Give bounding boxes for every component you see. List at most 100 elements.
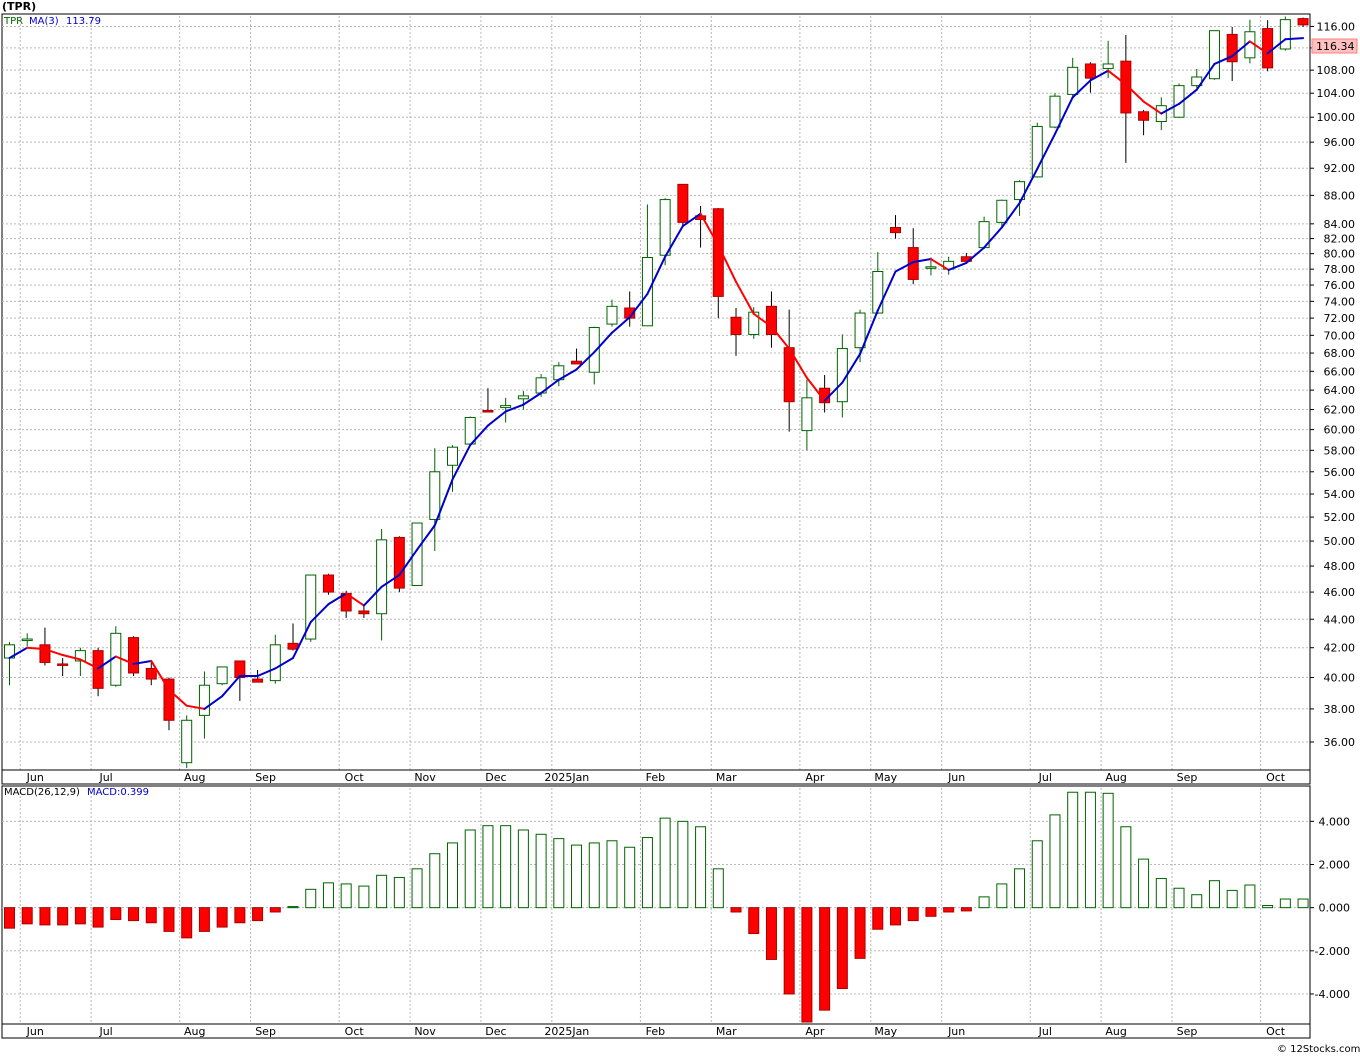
candle — [429, 448, 441, 551]
price-tick-label: 100.00 — [1317, 111, 1356, 124]
ma3-segment — [43, 648, 64, 657]
macd-bar — [39, 907, 51, 926]
legend-ma-label: MA(3) — [29, 16, 59, 27]
macd-bar — [783, 907, 795, 995]
ma3-segment — [309, 603, 330, 624]
candle — [996, 199, 1008, 228]
ma3-segment — [593, 331, 613, 354]
macd-bar — [1138, 858, 1150, 909]
candle-body — [1049, 95, 1061, 128]
candle-body — [588, 327, 600, 373]
candle-body — [252, 678, 264, 683]
chart-title: (TPR) — [2, 0, 36, 13]
macd-tick-label: 0.000 — [1319, 902, 1351, 915]
price-tick-label: 50.00 — [1324, 535, 1356, 548]
candle-body — [854, 312, 866, 349]
ma3-line — [8, 37, 1305, 710]
ma3-segment — [876, 270, 897, 312]
price-tick-label: 116.00 — [1317, 20, 1356, 33]
ma3-segment — [805, 376, 826, 402]
month-label: May — [874, 771, 897, 784]
ma3-segment — [256, 667, 277, 678]
candle — [163, 677, 175, 731]
price-tick-label: 108.00 — [1317, 64, 1356, 77]
candle-body — [606, 305, 618, 325]
candle-body — [925, 266, 937, 269]
candle-body — [198, 684, 210, 716]
macd-bar — [1120, 826, 1132, 909]
candle-body — [447, 446, 458, 466]
ma3-segment — [8, 646, 29, 659]
ma3-segment — [292, 621, 312, 659]
macd-histogram — [4, 791, 1309, 1023]
candle — [216, 666, 228, 686]
candle-body — [234, 660, 246, 679]
ma3-segment — [504, 403, 525, 413]
month-label: Sep — [255, 1025, 276, 1038]
candle-body — [128, 637, 140, 674]
ma3-segment — [1124, 83, 1145, 103]
ma3-segment — [788, 347, 808, 379]
candle — [411, 522, 423, 586]
price-tick-label: 36.00 — [1324, 736, 1356, 749]
macd-bar — [1279, 898, 1291, 909]
last-price-tag: 116.34 — [1311, 38, 1358, 54]
candle-body — [163, 678, 175, 721]
month-label: Sep — [1177, 1025, 1198, 1038]
ma3-segment — [557, 368, 578, 381]
month-label: Jul — [98, 1025, 112, 1038]
month-label: Nov — [414, 1025, 436, 1038]
price-tick-label: 88.00 — [1324, 189, 1356, 202]
ma3-segment — [1053, 96, 1074, 135]
candlestick-series — [4, 16, 1309, 768]
macd-bar — [960, 907, 972, 912]
candle-body — [1014, 181, 1026, 201]
macd-bar — [1031, 840, 1043, 909]
month-label: Sep — [255, 771, 276, 784]
ma3-segment — [912, 258, 932, 264]
macd-bar — [571, 844, 583, 909]
month-label: Feb — [646, 771, 665, 784]
candle — [181, 715, 193, 768]
candle — [57, 657, 69, 677]
ma3-segment — [97, 655, 117, 670]
ma3-segment — [1284, 37, 1305, 41]
price-tick-label: 82.00 — [1324, 233, 1356, 246]
month-label: Aug — [1105, 1025, 1126, 1038]
candle — [1297, 17, 1309, 27]
ma3-segment — [150, 659, 170, 691]
month-label: Mar — [716, 1025, 737, 1038]
candle-body — [1031, 125, 1043, 178]
candle — [269, 634, 281, 684]
ma3-segment — [26, 646, 46, 651]
macd-bar — [358, 885, 370, 909]
candle — [500, 397, 512, 423]
macd-bar — [978, 896, 990, 909]
macd-bar — [1191, 894, 1203, 909]
candle-body — [411, 522, 423, 586]
candle — [358, 605, 370, 618]
price-tick-label: 54.00 — [1324, 488, 1356, 501]
month-label: Apr — [805, 771, 825, 784]
candle-body — [21, 638, 33, 642]
month-label: 2025Jan — [544, 1025, 589, 1038]
macd-bar — [1173, 887, 1185, 909]
candle — [447, 445, 458, 492]
price-tick-label: 76.00 — [1324, 279, 1356, 292]
candle — [730, 307, 742, 356]
price-tick-label: 48.00 — [1324, 560, 1356, 573]
price-tick-label: 62.00 — [1324, 404, 1356, 417]
candle-body — [1102, 63, 1114, 69]
price-tick-label: 80.00 — [1324, 248, 1356, 261]
price-tick-label: 70.00 — [1324, 329, 1356, 342]
macd-bar — [801, 907, 813, 1023]
macd-bar — [819, 907, 831, 1011]
candle — [1084, 62, 1096, 93]
macd-bar — [447, 842, 458, 909]
candle-body — [322, 574, 334, 593]
macd-bar — [110, 907, 122, 921]
macd-bar — [1208, 880, 1220, 909]
macd-bar — [252, 907, 264, 922]
price-tick-label: 38.00 — [1324, 703, 1356, 716]
candle — [305, 574, 317, 642]
